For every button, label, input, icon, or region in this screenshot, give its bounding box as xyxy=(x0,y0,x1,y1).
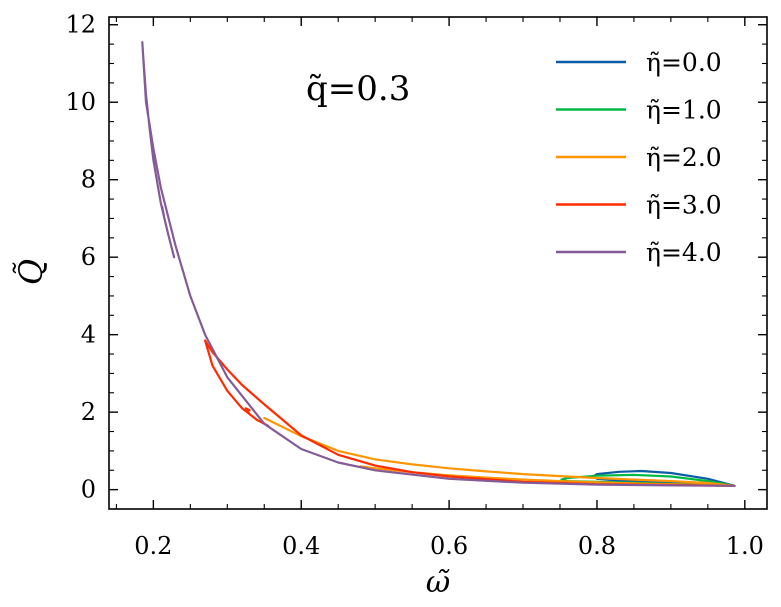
y-tick-label: 8 xyxy=(81,166,96,194)
y-tick-label: 12 xyxy=(65,11,96,39)
legend-label-1: η̃=1.0 xyxy=(646,96,722,125)
series-layer xyxy=(141,41,736,487)
legend-label-4: η̃=4.0 xyxy=(646,238,722,267)
x-tick-label: 0.4 xyxy=(282,532,320,560)
annotation-q-value: q̃=0.3 xyxy=(306,69,410,109)
x-tick-label: 0.6 xyxy=(430,532,468,560)
x-tick-label: 0.2 xyxy=(134,532,172,560)
series-line-3 xyxy=(204,339,736,487)
series-line-2 xyxy=(263,416,736,487)
legend: η̃=0.0 η̃=1.0 η̃=2.0 η̃=3.0 η̃=4.0 xyxy=(556,48,722,267)
legend-label-0: η̃=0.0 xyxy=(646,48,722,77)
label-layer: 0.2 0.4 0.6 0.8 1.0 0 2 4 6 8 10 12 xyxy=(65,11,763,560)
x-tick-label: 1.0 xyxy=(726,532,764,560)
legend-label-3: η̃=3.0 xyxy=(646,191,722,220)
y-tick-label: 2 xyxy=(81,398,96,426)
y-tick-label: 0 xyxy=(81,476,96,504)
plot-frame xyxy=(108,16,768,510)
y-axis-title: Q̃ xyxy=(12,259,50,285)
y-tick-label: 10 xyxy=(65,88,96,116)
x-tick-label: 0.8 xyxy=(578,532,616,560)
legend-label-2: η̃=2.0 xyxy=(646,143,722,172)
x-axis-title: ω̃ xyxy=(426,565,450,600)
y-tick-label: 4 xyxy=(81,321,96,349)
y-tick-label: 6 xyxy=(81,243,96,271)
series-line-4 xyxy=(141,41,736,487)
tick-layer xyxy=(109,17,767,509)
